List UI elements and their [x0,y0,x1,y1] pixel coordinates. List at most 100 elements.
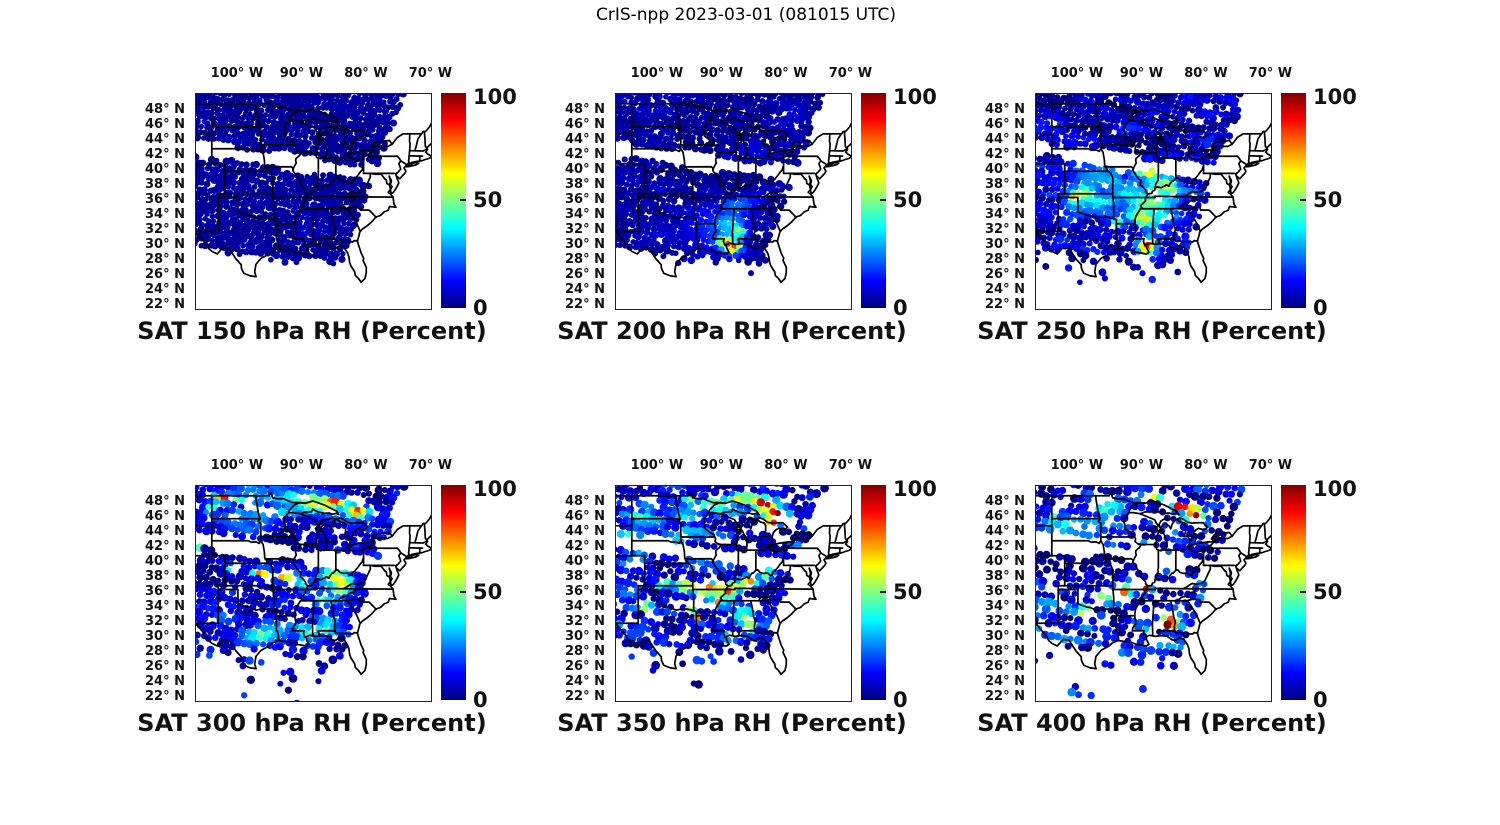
colorbar-label-max: 100 [1313,477,1357,501]
lat-tick-label: 38° N [985,177,1025,192]
lon-tick-label: 70° W [1248,66,1293,81]
lon-tick-label: 80° W [1184,458,1228,473]
lat-tick-label: 46° N [565,117,605,132]
colorbar-label-mid: 50 [1313,188,1343,212]
lon-tick-label: 70° W [828,458,873,473]
lat-tick-label: 30° N [145,237,185,252]
map-frame [195,485,432,702]
lat-tick-label: 40° N [145,162,185,177]
lon-tick-label: 90° W [699,66,744,81]
panel-title: SAT 250 hPa RH (Percent) [977,317,1327,345]
lat-tick-label: 22° N [565,689,605,704]
lon-tick-label: 90° W [1119,66,1164,81]
colorbar-label-max: 100 [893,85,937,109]
lat-tick-label: 44° N [565,132,605,147]
map-frame [615,485,852,702]
colorbar-label-max: 100 [473,477,517,501]
lat-tick-label: 32° N [565,614,605,629]
lat-tick-label: 48° N [985,102,1025,117]
lat-tick-label: 24° N [985,282,1025,297]
colorbar-mid-tick [460,591,466,593]
lat-tick-label: 26° N [985,659,1025,674]
lat-tick-label: 42° N [985,147,1025,162]
lat-tick-label: 44° N [565,524,605,539]
lon-tick-label: 80° W [764,458,808,473]
colorbar [1281,93,1306,308]
lat-tick-label: 42° N [145,147,185,162]
lat-tick-label: 24° N [145,282,185,297]
lat-tick-label: 38° N [145,177,185,192]
lat-tick-label: 44° N [145,524,185,539]
lon-tick-label: 80° W [764,66,808,81]
lat-tick-label: 36° N [145,192,185,207]
lat-tick-label: 22° N [145,689,185,704]
panel-title: SAT 400 hPa RH (Percent) [977,709,1327,737]
lon-tick-label: 90° W [699,458,744,473]
lat-tick-label: 46° N [145,509,185,524]
lat-tick-label: 44° N [985,132,1025,147]
colorbar-mid-tick [460,199,466,201]
lon-tick-label: 70° W [408,458,453,473]
lat-tick-label: 28° N [565,252,605,267]
colorbar-label-max: 100 [473,85,517,109]
colorbar-label-max: 100 [1313,85,1357,109]
map-panel-150hpa: 48° N 46° N 44° N 42° N 40° N 38° N 36° N 34° N… [137,66,517,345]
lat-tick-label: 26° N [565,267,605,282]
swath-map-canvas [196,94,431,309]
figure-title: CrIS-npp 2023-03-01 (081015 UTC) [595,5,897,25]
lat-tick-label: 28° N [145,252,185,267]
lon-tick-label: 100° W [1050,66,1104,81]
lat-tick-label: 34° N [145,599,185,614]
lat-tick-label: 42° N [985,539,1025,554]
lat-tick-label: 40° N [985,554,1025,569]
map-panel-250hpa: 48° N 46° N 44° N 42° N 40° N 38° N 36° N 34° N… [977,66,1357,345]
lat-tick-label: 34° N [565,207,605,222]
colorbar [441,485,466,700]
colorbar [1281,485,1306,700]
lat-tick-label: 36° N [145,584,185,599]
lat-tick-label: 38° N [565,177,605,192]
lon-tick-label: 100° W [630,66,684,81]
lat-tick-label: 24° N [985,674,1025,689]
swath-map-canvas [1036,486,1271,701]
lat-tick-label: 38° N [565,569,605,584]
lat-tick-label: 32° N [565,222,605,237]
lat-tick-label: 40° N [985,162,1025,177]
lon-tick-label: 80° W [1184,66,1228,81]
map-frame [1035,485,1272,702]
colorbar-label-mid: 50 [473,188,503,212]
lat-tick-label: 40° N [145,554,185,569]
lat-tick-label: 46° N [985,117,1025,132]
map-frame [1035,93,1272,310]
lat-tick-label: 22° N [985,297,1025,312]
panel-title: SAT 350 hPa RH (Percent) [557,709,907,737]
lon-tick-label: 70° W [828,66,873,81]
lat-tick-label: 34° N [985,207,1025,222]
lat-tick-label: 32° N [145,222,185,237]
colorbar-label-max: 100 [893,477,937,501]
lat-tick-label: 48° N [985,494,1025,509]
lat-tick-label: 34° N [565,599,605,614]
lat-tick-label: 26° N [565,659,605,674]
lat-tick-label: 46° N [985,509,1025,524]
lat-tick-label: 34° N [985,599,1025,614]
lat-tick-label: 48° N [565,494,605,509]
colorbar-label-min: 0 [1313,296,1328,320]
colorbar-mid-tick [1300,591,1306,593]
lat-tick-label: 48° N [565,102,605,117]
lat-tick-label: 30° N [985,629,1025,644]
panel-title: SAT 300 hPa RH (Percent) [137,709,487,737]
map-panel-300hpa: 48° N 46° N 44° N 42° N 40° N 38° N 36° N 34° N… [137,458,517,737]
lon-tick-label: 80° W [344,458,388,473]
lat-tick-label: 30° N [985,237,1025,252]
lat-tick-label: 28° N [145,644,185,659]
lon-tick-label: 100° W [630,458,684,473]
colorbar [861,485,886,700]
lat-tick-label: 46° N [145,117,185,132]
lat-tick-label: 28° N [985,644,1025,659]
swath-map-canvas [616,486,851,701]
colorbar-label-min: 0 [893,688,908,712]
lat-tick-label: 26° N [145,267,185,282]
lon-tick-label: 100° W [210,66,264,81]
lat-tick-label: 48° N [145,102,185,117]
